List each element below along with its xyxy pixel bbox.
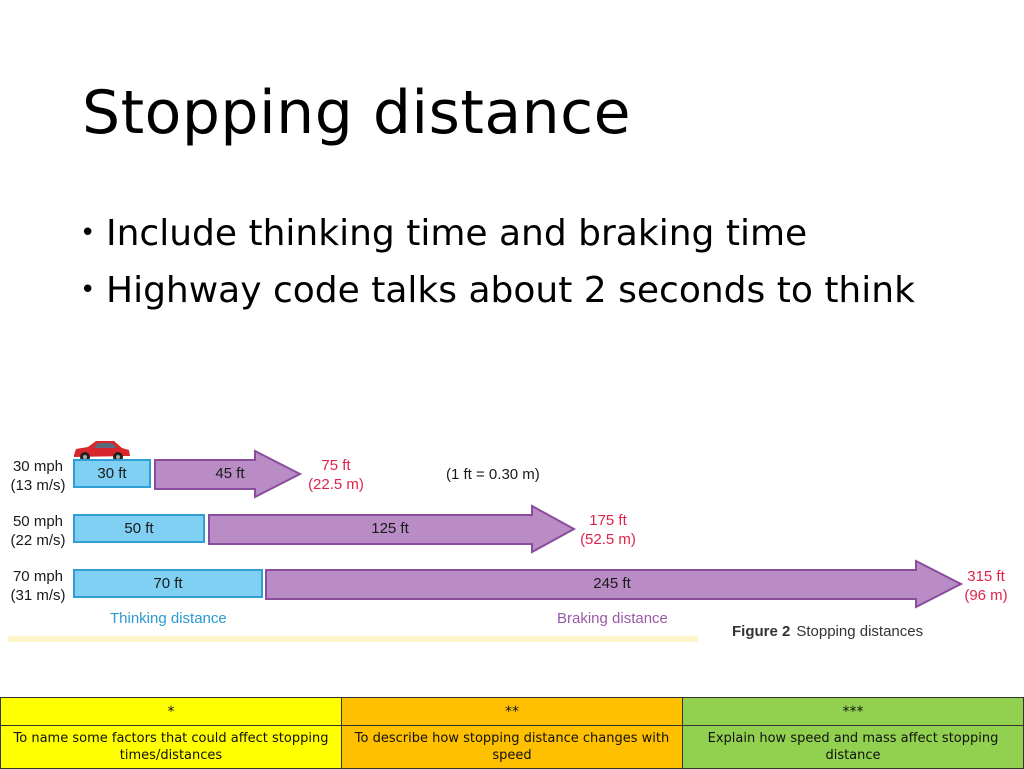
objective-desc-1: To name some factors that could affect s… [0, 725, 342, 769]
total-distance: 315 ft (96 m) [964, 568, 1008, 604]
braking-distance-arrow [154, 449, 303, 499]
stopping-distance-figure: (1 ft = 0.30 m) 30 mph (13 m/s) 30 ft 45… [0, 430, 1024, 650]
thinking-distance-box: 70 ft [73, 569, 263, 598]
thinking-distance-box: 30 ft [73, 459, 151, 488]
objectives-table: * ** *** To name some factors that could… [0, 697, 1024, 769]
conversion-note: (1 ft = 0.30 m) [446, 466, 540, 483]
objective-desc-2: To describe how stopping distance change… [341, 725, 683, 769]
objective-level-1: * [0, 697, 342, 726]
bullet-dot-icon: • [80, 275, 96, 305]
objective-level-3: *** [682, 697, 1024, 726]
legend-thinking: Thinking distance [110, 610, 227, 627]
bullet-dot-icon: • [80, 218, 96, 248]
speed-label: 50 mph (22 m/s) [10, 513, 66, 549]
legend-braking: Braking distance [557, 610, 668, 627]
speed-label: 70 mph (31 m/s) [10, 568, 66, 604]
braking-distance-label: 125 ft [371, 520, 409, 537]
objective-level-2: ** [341, 697, 683, 726]
figure-caption: Figure 2 Stopping distances [732, 623, 924, 640]
braking-distance-arrow [208, 504, 577, 554]
objective-desc-3: Explain how speed and mass affect stoppi… [682, 725, 1024, 769]
bullet-item: • Include thinking time and braking time [80, 205, 915, 262]
table-row: * ** *** [0, 697, 1024, 726]
total-distance: 175 ft (52.5 m) [580, 512, 636, 548]
braking-distance-label: 45 ft [215, 465, 245, 482]
bullet-item: • Highway code talks about 2 seconds to t… [80, 262, 915, 319]
braking-distance-label: 245 ft [593, 575, 631, 592]
bullet-list: • Include thinking time and braking time … [80, 205, 915, 319]
table-row: To name some factors that could affect s… [0, 725, 1024, 769]
slide-title: Stopping distance [82, 78, 632, 148]
total-distance: 75 ft (22.5 m) [308, 457, 364, 493]
thinking-distance-box: 50 ft [73, 514, 205, 543]
divider [8, 636, 698, 642]
braking-distance-arrow [265, 559, 964, 609]
speed-label: 30 mph (13 m/s) [10, 458, 66, 494]
